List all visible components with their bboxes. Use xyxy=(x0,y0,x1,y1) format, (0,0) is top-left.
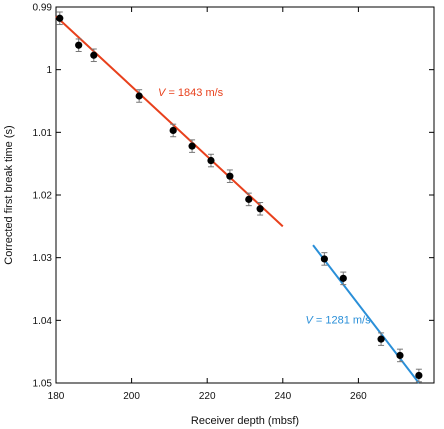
data-point xyxy=(377,335,385,343)
x-tick-label: 260 xyxy=(350,391,367,402)
data-points xyxy=(56,11,423,383)
x-tick-label: 180 xyxy=(48,391,65,402)
y-tick-label: 1.03 xyxy=(33,253,53,264)
data-point xyxy=(207,156,215,165)
velocity-symbol: V xyxy=(305,314,314,326)
y-tick-label: 0.99 xyxy=(33,3,53,14)
data-point xyxy=(90,51,98,59)
y-tick-label: 1.04 xyxy=(33,316,53,327)
data-point xyxy=(256,205,264,213)
y-tick-label: 1.01 xyxy=(33,128,53,139)
velocity-symbol: V xyxy=(158,87,167,99)
velocity-label: V = 1843 m/s xyxy=(158,87,224,99)
data-point xyxy=(169,126,177,135)
velocity-value: = 1281 m/s xyxy=(313,314,371,326)
data-point xyxy=(135,92,143,100)
velocity-value: = 1843 m/s xyxy=(165,87,223,99)
y-tick-label: 1 xyxy=(46,65,52,76)
data-point xyxy=(56,14,64,22)
y-axis-title: Corrected first break time (s) xyxy=(3,125,15,264)
x-axis-title: Receiver depth (mbsf) xyxy=(191,415,299,427)
x-tick-label: 240 xyxy=(274,391,291,402)
data-point xyxy=(320,255,328,263)
data-point xyxy=(339,274,347,282)
plot-frame xyxy=(55,6,435,384)
x-tick-label: 200 xyxy=(123,391,140,402)
data-point xyxy=(415,371,423,380)
fit-line xyxy=(312,244,420,384)
data-point xyxy=(245,195,253,203)
y-tick-label: 1.05 xyxy=(33,379,53,390)
data-point xyxy=(188,142,196,150)
velocity-label: V = 1281 m/s xyxy=(305,314,371,326)
x-tick-label: 220 xyxy=(199,391,216,402)
y-tick-label: 1.02 xyxy=(33,191,53,202)
fit-lines xyxy=(55,15,420,384)
annotations: V = 1843 m/sV = 1281 m/s xyxy=(158,87,371,326)
data-point xyxy=(226,172,234,180)
data-point xyxy=(396,351,404,360)
axis-ticks: 180 200 220 240 260 0.99 1 1.01 1.02 1.03 1.04 1.05 xyxy=(33,3,434,402)
data-point xyxy=(75,41,83,49)
